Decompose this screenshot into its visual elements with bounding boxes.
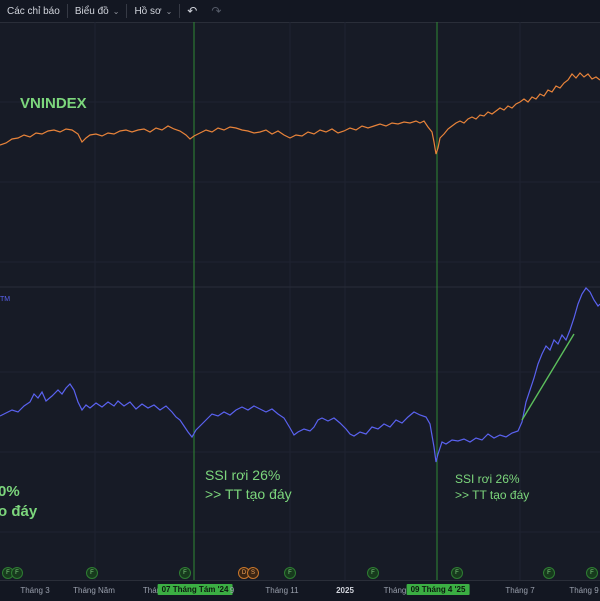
x-tick-label: Tháng 7 [505,586,535,595]
mid-annotation-line1[interactable]: SSI rơi 26% [205,467,280,483]
chart-menu[interactable]: Biểu đồ ⌄ [68,0,127,22]
toolbar-divider [66,4,68,18]
event-marker[interactable]: F [86,567,98,579]
profile-menu[interactable]: Hồ sơ ⌄ [127,0,179,22]
mid-annotation-line2[interactable]: >> TT tạo đáy [205,486,292,502]
event-marker[interactable]: S [247,567,259,579]
profile-menu-label: Hồ sơ [134,5,162,17]
chevron-down-icon: ⌄ [112,6,120,16]
vnindex-line [0,72,600,155]
trend-line[interactable] [521,333,575,421]
x-tick-label: Thán [142,586,162,595]
ssi-line [0,287,600,463]
event-marker[interactable]: F [451,567,463,579]
chart-menu-label: Biểu đồ [74,5,109,17]
x-tick-label: 2025 [336,586,354,595]
indicators-label: Các chỉ báo [7,5,60,17]
right-annotation-line1[interactable]: SSI rơi 26% [455,472,520,486]
left-annotation-line2[interactable]: o đáy [0,503,38,520]
grid [0,22,600,580]
right-annotation-line2[interactable]: >> TT tạo đáy [455,488,529,502]
x-tick-label: Tháng 3 [20,586,50,595]
undo-icon[interactable]: ↶ [187,4,198,18]
x-tick-label: Tháng [383,586,407,595]
x-axis-highlight-apr-2025: 09 Tháng 4 '25 [406,584,470,595]
event-marker[interactable]: F [367,567,379,579]
left-annotation-line1[interactable]: 0% [0,483,20,500]
vnindex-pane-title: VNINDEX [20,95,87,112]
indicators-menu[interactable]: Các chỉ báo [0,0,67,22]
x-axis-highlight-aug-2024: 07 Tháng Tám '24 [157,584,233,595]
chevron-down-icon: ⌄ [165,6,173,16]
event-marker[interactable]: F [586,567,598,579]
event-marker[interactable]: F [284,567,296,579]
top-toolbar: Các chỉ báo Biểu đồ ⌄ Hồ sơ ⌄ ↶ ↷ [0,0,600,23]
time-axis[interactable]: F F F F D S F F F F F Tháng 3 Tháng Năm … [0,567,600,601]
x-tick-label: 9 [229,586,235,595]
x-tick-label: Tháng Năm [73,586,115,595]
x-tick-label: Tháng 11 [265,586,299,595]
toolbar-divider [179,4,181,18]
ssi-pane-tag: TM [0,296,10,303]
toolbar-divider [126,4,128,18]
event-marker[interactable]: F [543,567,555,579]
chart-canvas[interactable]: VNINDEX TM 0% o đáy SSI rơi 26% >> TT tạ… [0,22,600,580]
redo-icon[interactable]: ↷ [211,4,222,18]
event-marker[interactable]: F [179,567,191,579]
x-tick-label: Tháng 9 [569,586,599,595]
event-marker[interactable]: F [11,567,23,579]
